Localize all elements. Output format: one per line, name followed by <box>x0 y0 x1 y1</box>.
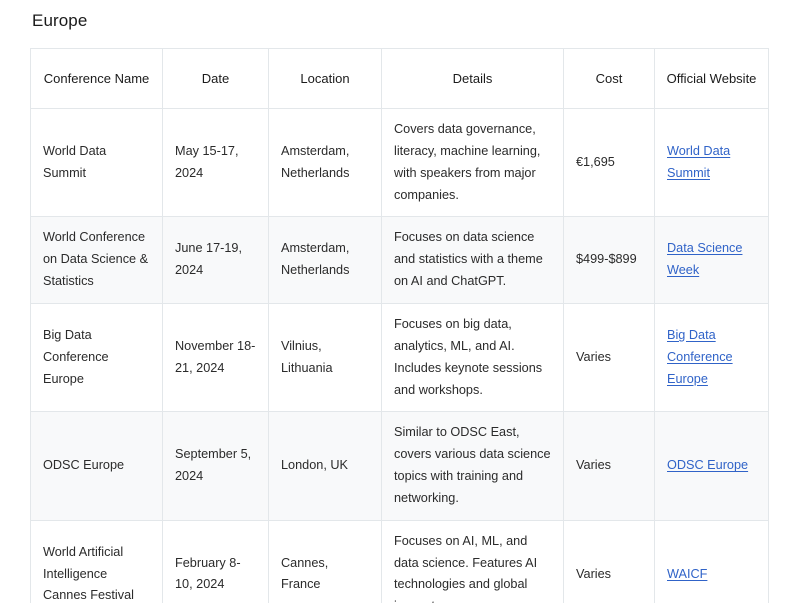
official-website-link[interactable]: Data Science Week <box>667 241 743 278</box>
cell-date: May 15-17, 2024 <box>162 108 269 218</box>
cell-details: Similar to ODSC East, covers various dat… <box>381 411 564 521</box>
cell-cost: $499-$899 <box>563 216 655 304</box>
table-row: World Conference on Data Science & Stati… <box>30 216 769 304</box>
cell-location: Amsterdam, Netherlands <box>268 216 382 304</box>
cell-details: Focuses on AI, ML, and data science. Fea… <box>381 519 564 603</box>
cell-official-website: Big Data Conference Europe <box>654 302 769 413</box>
cell-location: Cannes, France <box>268 519 382 603</box>
column-header-date: Date <box>162 48 269 110</box>
table-header-row: Conference Name Date Location Details Co… <box>30 48 769 110</box>
table-row: World Data Summit May 15-17, 2024 Amster… <box>30 108 769 218</box>
cell-official-website: WAICF <box>654 519 769 603</box>
official-website-link[interactable]: ODSC Europe <box>667 458 749 473</box>
column-header-official-website: Official Website <box>654 48 769 110</box>
cell-official-website: World Data Summit <box>654 108 769 218</box>
official-website-link[interactable]: World Data Summit <box>667 143 731 180</box>
cell-cost: Varies <box>563 411 655 521</box>
column-header-location: Location <box>268 48 382 110</box>
cell-cost: €1,695 <box>563 108 655 218</box>
column-header-details: Details <box>381 48 564 110</box>
cell-date: November 18-21, 2024 <box>162 302 269 413</box>
cell-official-website: ODSC Europe <box>654 411 769 521</box>
table-body: World Data Summit May 15-17, 2024 Amster… <box>30 108 769 603</box>
cell-location: Amsterdam, Netherlands <box>268 108 382 218</box>
cell-conference-name: World Artificial Intelligence Cannes Fes… <box>30 519 163 603</box>
cell-conference-name: World Conference on Data Science & Stati… <box>30 216 163 304</box>
cell-location: Vilnius, Lithuania <box>268 302 382 413</box>
cell-conference-name: World Data Summit <box>30 108 163 218</box>
cell-details: Covers data governance, literacy, machin… <box>381 108 564 218</box>
official-website-link[interactable]: Big Data Conference Europe <box>667 327 733 386</box>
page-title: Europe <box>32 11 88 30</box>
cell-details: Focuses on big data, analytics, ML, and … <box>381 302 564 413</box>
cell-date: June 17-19, 2024 <box>162 216 269 304</box>
table-header: Conference Name Date Location Details Co… <box>30 48 769 110</box>
cell-conference-name: ODSC Europe <box>30 411 163 521</box>
cell-cost: Varies <box>563 519 655 603</box>
cell-conference-name: Big Data Conference Europe <box>30 302 163 413</box>
official-website-link[interactable]: WAICF <box>667 566 708 581</box>
cell-official-website: Data Science Week <box>654 216 769 304</box>
table-row: ODSC Europe September 5, 2024 London, UK… <box>30 411 769 521</box>
table-row: World Artificial Intelligence Cannes Fes… <box>30 519 769 603</box>
cell-date: February 8-10, 2024 <box>162 519 269 603</box>
conference-table: Conference Name Date Location Details Co… <box>30 48 769 603</box>
cell-date: September 5, 2024 <box>162 411 269 521</box>
column-header-conference-name: Conference Name <box>30 48 163 110</box>
column-header-cost: Cost <box>563 48 655 110</box>
cell-location: London, UK <box>268 411 382 521</box>
cell-cost: Varies <box>563 302 655 413</box>
cell-details: Focuses on data science and statistics w… <box>381 216 564 304</box>
table-row: Big Data Conference Europe November 18-2… <box>30 302 769 413</box>
